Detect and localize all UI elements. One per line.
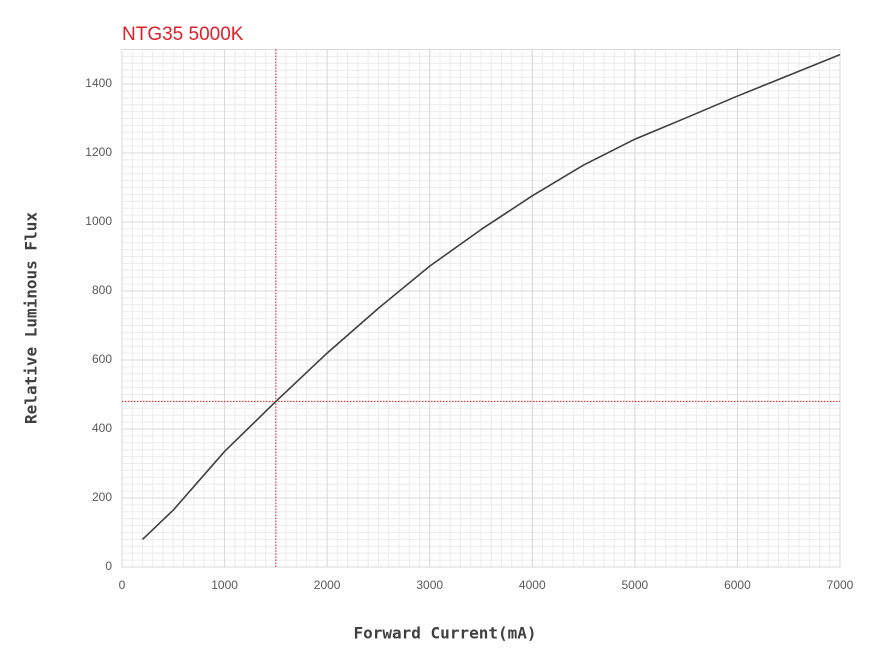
x-tick-label: 5000 xyxy=(622,578,649,592)
x-tick-label: 2000 xyxy=(314,578,341,592)
y-tick-label: 0 xyxy=(105,559,112,573)
x-tick-label: 1000 xyxy=(211,578,238,592)
x-tick-label: 6000 xyxy=(724,578,751,592)
y-tick-label: 1400 xyxy=(85,76,112,90)
y-axis-title: Relative Luminous Flux xyxy=(22,212,41,424)
y-tick-label: 400 xyxy=(92,421,112,435)
x-tick-label: 0 xyxy=(119,578,126,592)
x-tick-label: 7000 xyxy=(827,578,854,592)
y-tick-label: 600 xyxy=(92,352,112,366)
y-tick-label: 1200 xyxy=(85,145,112,159)
x-tick-label: 4000 xyxy=(519,578,546,592)
chart-title: NTG35 5000K xyxy=(122,24,244,45)
y-tick-label: 1000 xyxy=(85,214,112,228)
y-tick-label: 200 xyxy=(92,490,112,504)
x-tick-label: 3000 xyxy=(416,578,443,592)
y-tick-label: 800 xyxy=(92,283,112,297)
data-line xyxy=(141,53,841,540)
x-axis-title: Forward Current(mA) xyxy=(353,624,536,643)
